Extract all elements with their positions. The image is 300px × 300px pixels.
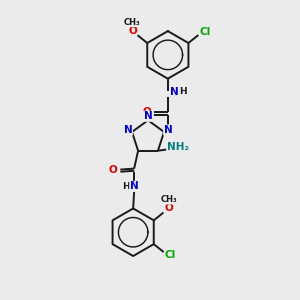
Text: O: O: [128, 26, 137, 36]
Text: Cl: Cl: [200, 27, 211, 37]
Text: N: N: [170, 86, 179, 97]
Text: O: O: [164, 203, 173, 214]
Text: Cl: Cl: [165, 250, 176, 260]
Text: N: N: [130, 182, 139, 191]
Text: NH₂: NH₂: [167, 142, 189, 152]
Text: O: O: [109, 165, 118, 175]
Text: H: H: [122, 182, 130, 191]
Text: CH₃: CH₃: [160, 195, 177, 204]
Text: N: N: [124, 125, 132, 135]
Text: O: O: [143, 107, 152, 117]
Text: CH₃: CH₃: [124, 18, 141, 27]
Text: N: N: [164, 125, 172, 135]
Text: N: N: [144, 111, 152, 121]
Text: H: H: [179, 87, 187, 96]
